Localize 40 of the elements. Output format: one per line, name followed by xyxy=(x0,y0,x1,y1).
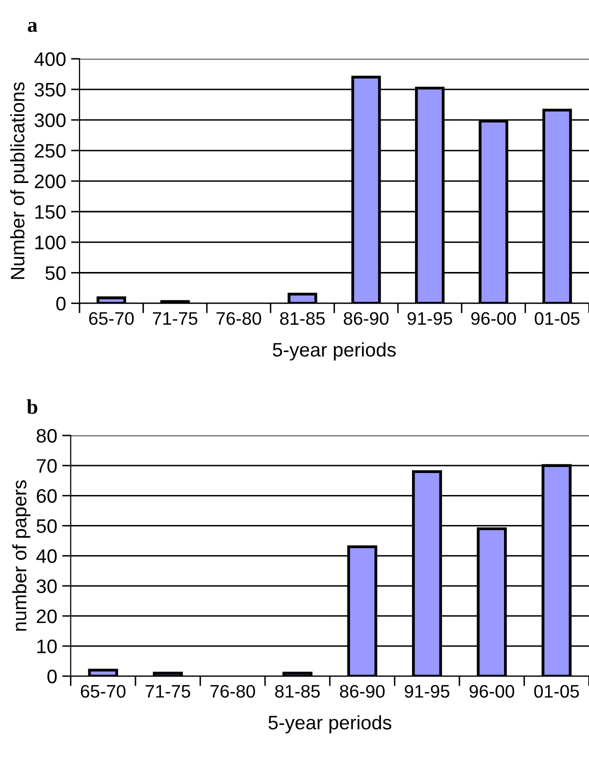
y-tick-label: 0 xyxy=(56,296,66,311)
x-axis-title: 5-year periods xyxy=(268,715,392,734)
y-tick-label: 30 xyxy=(36,579,57,594)
x-tick-label: 96-00 xyxy=(470,684,514,698)
text: b xyxy=(26,399,38,414)
y-tick-label: 50 xyxy=(36,519,57,533)
y-tick-label: 20 xyxy=(36,609,57,624)
y-tick-label: 250 xyxy=(34,144,66,158)
x-tick-label: 65-70 xyxy=(80,684,126,698)
y-tick-label: 40 xyxy=(36,549,57,564)
y-tick-label: 100 xyxy=(35,236,66,250)
x-tick-label: 86-90 xyxy=(344,312,388,325)
x-tick-label: 01-05 xyxy=(534,312,580,325)
x-axis-title: 5-year periods xyxy=(272,342,396,360)
y-tick-label: 400 xyxy=(34,52,66,66)
x-tick-label: 91-95 xyxy=(404,684,450,698)
x-tick-label: 81-85 xyxy=(275,684,320,698)
x-tick-label: 01-05 xyxy=(534,684,579,698)
y-tick-label: 350 xyxy=(34,82,66,97)
y-axis-title: Number of publications xyxy=(10,82,28,279)
x-tick-label: 71-75 xyxy=(146,685,190,698)
x-tick-label: 81-85 xyxy=(280,312,325,325)
x-tick-label: 91-95 xyxy=(408,312,452,325)
y-tick-label: 150 xyxy=(35,205,66,219)
y-tick-label: 200 xyxy=(34,174,66,188)
x-tick-label: 86-90 xyxy=(340,684,385,698)
x-tick-label: 76-80 xyxy=(210,684,256,698)
y-tick-label: 0 xyxy=(47,670,57,684)
x-tick-label: 96-00 xyxy=(471,312,516,325)
y-tick-label: 50 xyxy=(45,266,66,280)
x-tick-label: 65-70 xyxy=(89,312,134,325)
y-axis-title: number of papers xyxy=(12,480,30,631)
y-tick-label: 70 xyxy=(36,459,57,473)
x-tick-label: 76-80 xyxy=(216,312,262,325)
y-tick-label: 300 xyxy=(34,113,66,128)
x-tick-label: 71-75 xyxy=(152,312,198,325)
y-tick-label: 80 xyxy=(36,428,57,443)
text: a xyxy=(28,22,38,32)
y-tick-label: 10 xyxy=(37,640,57,654)
y-tick-label: 60 xyxy=(36,489,57,503)
